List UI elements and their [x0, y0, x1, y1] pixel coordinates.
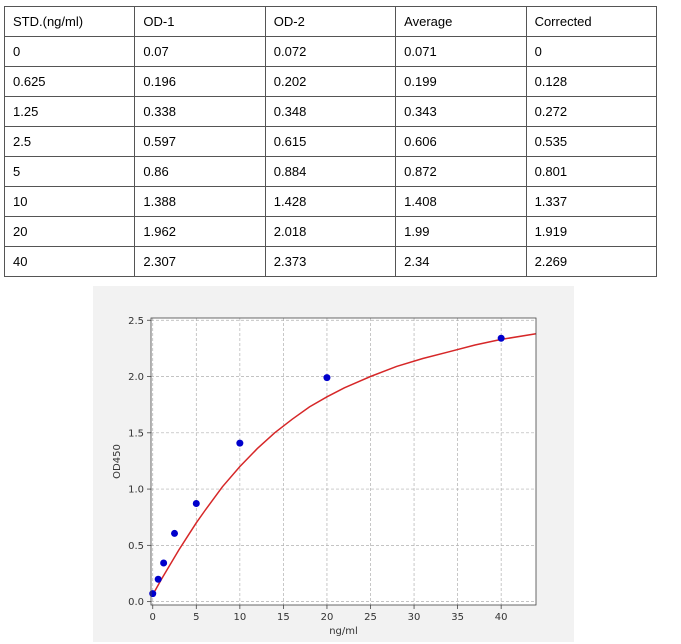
table-cell: 2.373	[264, 246, 397, 277]
table-cell: 10	[3, 186, 136, 217]
point-layer	[149, 334, 505, 598]
data-point	[149, 590, 157, 598]
data-point	[160, 559, 168, 567]
y-tick-label: 2.0	[128, 372, 144, 383]
x-tick-label: 40	[495, 612, 508, 623]
table-cell: 1.388	[134, 186, 266, 217]
table-row: 0 0.07 0.072 0.071 0	[3, 36, 658, 67]
y-tick-label: 2.5	[128, 316, 144, 327]
data-point	[154, 575, 162, 583]
fit-curve-line	[152, 333, 537, 596]
x-tick-label: 20	[321, 612, 334, 623]
x-tick-label: 10	[233, 612, 246, 623]
table-cell: 1.337	[525, 186, 658, 217]
table-row: 20 1.962 2.018 1.99 1.919	[3, 216, 658, 247]
table-cell: 0.072	[264, 36, 397, 67]
table-cell: 2.34	[395, 246, 527, 277]
table-header-row: STD.(ng/ml) OD-1 OD-2 Average Corrected	[3, 6, 658, 37]
plot-frame	[150, 317, 537, 606]
column-header: Average	[395, 6, 527, 37]
table-cell: 5	[3, 156, 136, 187]
x-tick-label: 0	[150, 612, 156, 623]
table-cell: 0.071	[395, 36, 527, 67]
data-point	[171, 529, 179, 537]
y-tick-label: 1.5	[128, 428, 144, 439]
column-header: OD-2	[264, 6, 397, 37]
table-row: 5 0.86 0.884 0.872 0.801	[3, 156, 658, 187]
x-axis-label: ng/ml	[329, 626, 358, 637]
y-tick-label: 0.5	[128, 541, 144, 552]
x-tick-label: 35	[451, 612, 464, 623]
data-point	[497, 334, 505, 342]
table-row: 1.25 0.338 0.348 0.343 0.272	[3, 96, 658, 127]
table-cell: 0.884	[264, 156, 397, 187]
table-row: 0.625 0.196 0.202 0.199 0.128	[3, 66, 658, 97]
table-row: 2.5 0.597 0.615 0.606 0.535	[3, 126, 658, 157]
column-header: STD.(ng/ml)	[3, 6, 136, 37]
standard-table: STD.(ng/ml) OD-1 OD-2 Average Corrected …	[3, 6, 658, 277]
table-cell: 0.199	[395, 66, 527, 97]
table-cell: 2.307	[134, 246, 266, 277]
table-cell: 0.128	[525, 66, 658, 97]
table-cell: 0.86	[134, 156, 266, 187]
table-cell: 0.07	[134, 36, 266, 67]
plot-area	[151, 318, 536, 605]
chart-svg: 0 5 10 15 20 25 30 35 40 0.0 0.5 1.0 1.5 2.0 2.5 ng/ml…	[112, 316, 537, 637]
table-cell: 0.338	[134, 96, 266, 127]
table-cell: 0.606	[395, 126, 527, 157]
column-header: Corrected	[525, 6, 658, 37]
table-cell: 1.919	[525, 216, 658, 247]
x-tick-label: 30	[408, 612, 421, 623]
table-cell: 2.269	[525, 246, 658, 277]
table-row: 40 2.307 2.373 2.34 2.269	[3, 246, 658, 277]
y-tick-label: 1.0	[128, 485, 144, 496]
table-cell: 0.615	[264, 126, 397, 157]
y-axis-label: OD450	[112, 444, 123, 479]
data-point	[323, 374, 331, 382]
tick-layer: 0 5 10 15 20 25 30 35 40 0.0 0.5 1.0 1.5 2.0 2.5	[128, 316, 507, 623]
table-row: 10 1.388 1.428 1.408 1.337	[3, 186, 658, 217]
x-tick-label: 25	[364, 612, 377, 623]
x-tick-label: 15	[277, 612, 290, 623]
table-cell: 0.872	[395, 156, 527, 187]
table-cell: 1.408	[395, 186, 527, 217]
table-cell: 0	[525, 36, 658, 67]
x-tick-label: 5	[193, 612, 199, 623]
table-cell: 0.272	[525, 96, 658, 127]
table-cell: 2.5	[3, 126, 136, 157]
table-cell: 40	[3, 246, 136, 277]
table-cell: 1.99	[395, 216, 527, 247]
standard-curve-chart: 0 5 10 15 20 25 30 35 40 0.0 0.5 1.0 1.5 2.0 2.5 ng/ml…	[93, 286, 574, 642]
table-cell: 0.801	[525, 156, 658, 187]
table-cell: 0.348	[264, 96, 397, 127]
y-tick-label: 0.0	[128, 597, 144, 608]
data-point	[236, 439, 244, 447]
column-header: OD-1	[134, 6, 266, 37]
table-cell: 0.343	[395, 96, 527, 127]
grid-layer	[151, 318, 536, 605]
table-cell: 0.625	[3, 66, 136, 97]
table-cell: 1.25	[3, 96, 136, 127]
data-point	[192, 499, 200, 507]
table-cell: 2.018	[264, 216, 397, 247]
table-cell: 0.196	[134, 66, 266, 97]
table-cell: 0.202	[264, 66, 397, 97]
table-cell: 1.428	[264, 186, 397, 217]
table-cell: 1.962	[134, 216, 266, 247]
table-cell: 0	[3, 36, 136, 67]
table-cell: 0.535	[525, 126, 658, 157]
table-cell: 0.597	[134, 126, 266, 157]
table-cell: 20	[3, 216, 136, 247]
